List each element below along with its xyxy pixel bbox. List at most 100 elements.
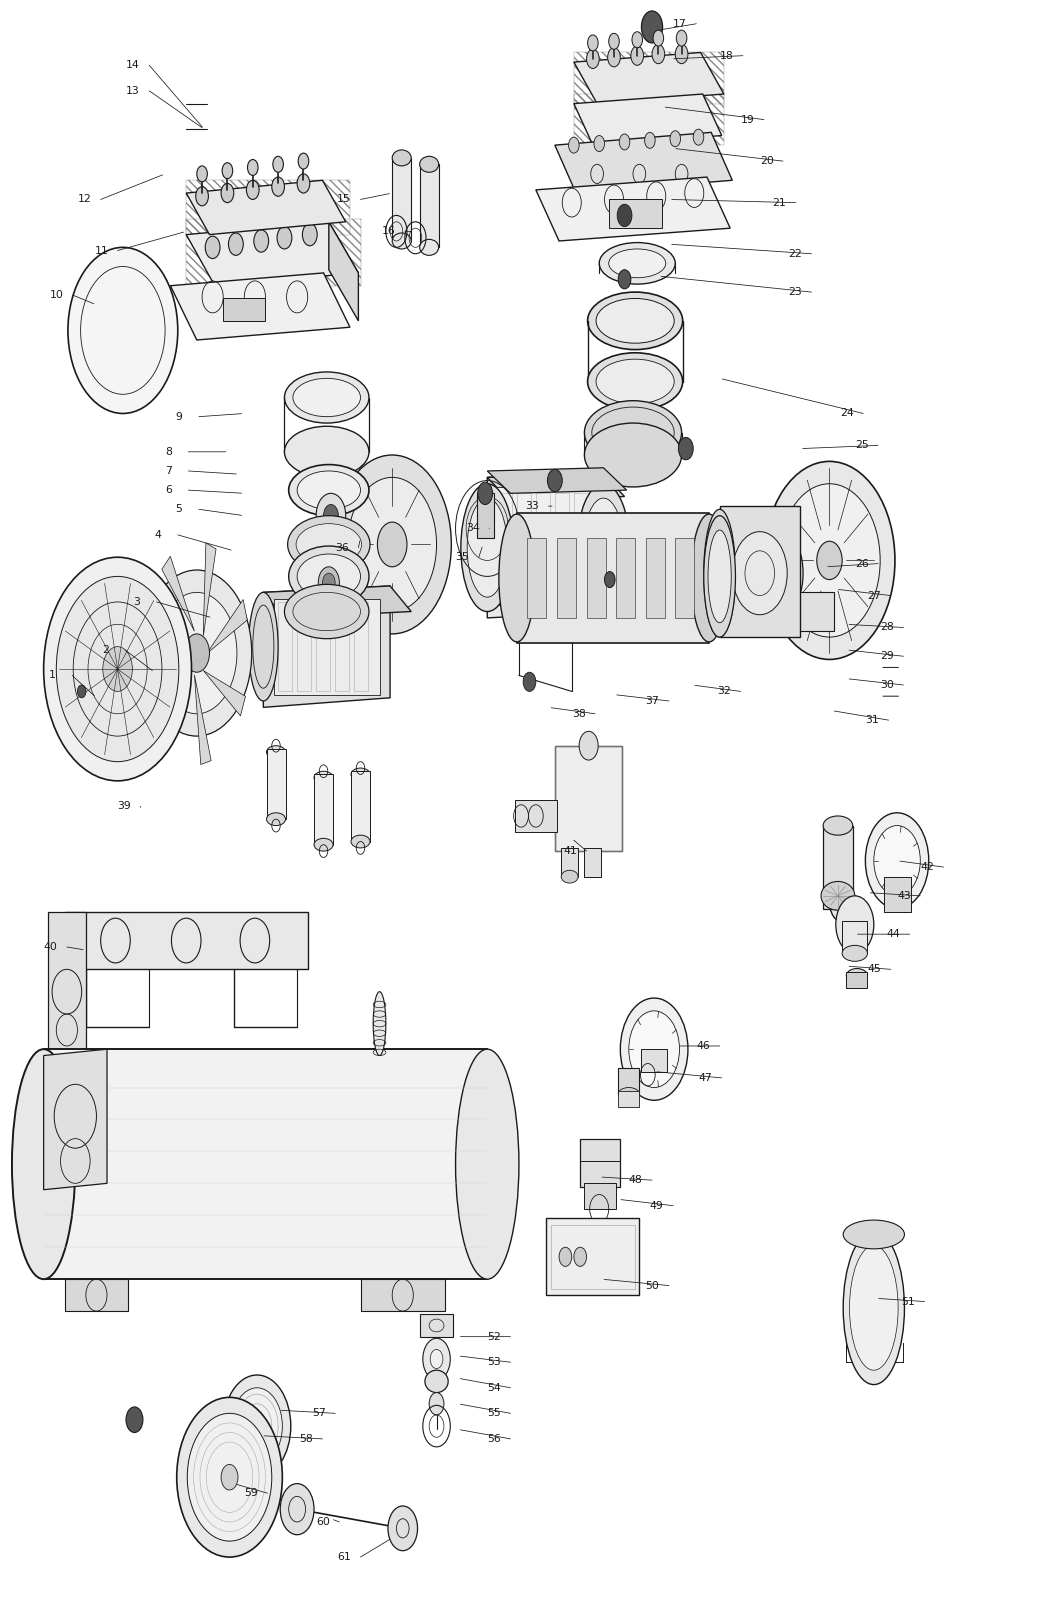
Text: 42: 42 — [920, 862, 934, 872]
Polygon shape — [328, 222, 358, 322]
Text: 57: 57 — [312, 1408, 326, 1418]
Text: 1: 1 — [49, 670, 56, 680]
Text: 18: 18 — [720, 51, 734, 61]
Text: 54: 54 — [487, 1382, 501, 1392]
Ellipse shape — [267, 813, 286, 826]
Circle shape — [631, 46, 644, 66]
Circle shape — [677, 30, 687, 46]
Polygon shape — [360, 1278, 445, 1310]
Bar — [574, 493, 588, 602]
Text: 36: 36 — [335, 542, 348, 552]
Text: 48: 48 — [629, 1174, 643, 1186]
Circle shape — [281, 1483, 315, 1534]
Text: 40: 40 — [43, 942, 57, 952]
Text: 26: 26 — [855, 558, 868, 568]
Circle shape — [249, 1413, 266, 1438]
Circle shape — [732, 531, 787, 614]
Circle shape — [194, 1413, 232, 1470]
Text: 8: 8 — [165, 446, 172, 458]
Text: 14: 14 — [126, 61, 140, 70]
Text: 32: 32 — [718, 686, 732, 696]
Text: 49: 49 — [650, 1200, 664, 1211]
Polygon shape — [419, 165, 438, 248]
Ellipse shape — [285, 371, 369, 422]
Ellipse shape — [425, 1370, 448, 1392]
Bar — [186, 181, 349, 235]
Text: 38: 38 — [572, 709, 586, 718]
Text: 53: 53 — [487, 1357, 501, 1368]
Circle shape — [629, 1011, 680, 1088]
Polygon shape — [48, 912, 86, 1056]
Text: 29: 29 — [880, 651, 894, 661]
Ellipse shape — [609, 250, 666, 278]
Text: 31: 31 — [865, 715, 879, 725]
Text: 37: 37 — [646, 696, 660, 706]
Bar — [223, 299, 266, 322]
Circle shape — [642, 11, 663, 43]
Circle shape — [569, 138, 579, 154]
Ellipse shape — [351, 768, 370, 781]
Bar — [561, 848, 578, 877]
Ellipse shape — [843, 1221, 904, 1250]
Circle shape — [423, 1338, 450, 1379]
Bar — [274, 598, 379, 694]
Polygon shape — [264, 586, 411, 618]
Polygon shape — [158, 662, 187, 744]
Circle shape — [254, 230, 269, 253]
Circle shape — [221, 1464, 238, 1490]
Ellipse shape — [267, 746, 286, 758]
Text: 24: 24 — [840, 408, 854, 419]
Circle shape — [184, 634, 210, 672]
Polygon shape — [203, 670, 246, 715]
Polygon shape — [487, 474, 604, 618]
Text: 56: 56 — [487, 1434, 501, 1443]
Ellipse shape — [249, 592, 279, 701]
Ellipse shape — [293, 378, 360, 416]
Text: 10: 10 — [50, 290, 64, 301]
Bar — [515, 800, 557, 832]
Text: 44: 44 — [886, 930, 900, 939]
Circle shape — [574, 1248, 587, 1266]
Bar — [842, 922, 867, 954]
Text: 50: 50 — [646, 1280, 660, 1291]
Text: 13: 13 — [126, 86, 140, 96]
Circle shape — [388, 1506, 417, 1550]
Ellipse shape — [778, 550, 797, 595]
Text: 30: 30 — [880, 680, 894, 690]
Bar — [585, 1184, 616, 1210]
Ellipse shape — [288, 515, 370, 573]
Circle shape — [621, 998, 688, 1101]
Bar — [884, 877, 911, 912]
Text: 58: 58 — [300, 1434, 313, 1443]
Bar — [498, 493, 511, 602]
Polygon shape — [186, 222, 358, 286]
Circle shape — [587, 50, 599, 69]
Circle shape — [620, 134, 630, 150]
Ellipse shape — [467, 498, 507, 597]
Polygon shape — [517, 512, 710, 643]
Bar — [335, 602, 348, 691]
Circle shape — [196, 187, 209, 206]
Circle shape — [197, 166, 208, 182]
Circle shape — [229, 234, 244, 256]
Circle shape — [377, 522, 407, 566]
Ellipse shape — [826, 834, 849, 920]
Ellipse shape — [419, 157, 438, 173]
Ellipse shape — [285, 584, 369, 638]
Text: 52: 52 — [487, 1331, 501, 1342]
Bar — [315, 774, 333, 845]
Ellipse shape — [593, 1230, 606, 1238]
Circle shape — [764, 461, 895, 659]
Bar — [618, 1091, 640, 1107]
Polygon shape — [65, 912, 308, 970]
Circle shape — [609, 34, 620, 50]
Text: 6: 6 — [165, 485, 172, 494]
Circle shape — [299, 154, 309, 170]
Polygon shape — [208, 600, 247, 653]
Circle shape — [247, 181, 259, 200]
Polygon shape — [720, 506, 800, 637]
Circle shape — [670, 131, 681, 147]
Ellipse shape — [373, 992, 385, 1056]
Polygon shape — [65, 1278, 128, 1310]
Bar — [527, 538, 546, 618]
